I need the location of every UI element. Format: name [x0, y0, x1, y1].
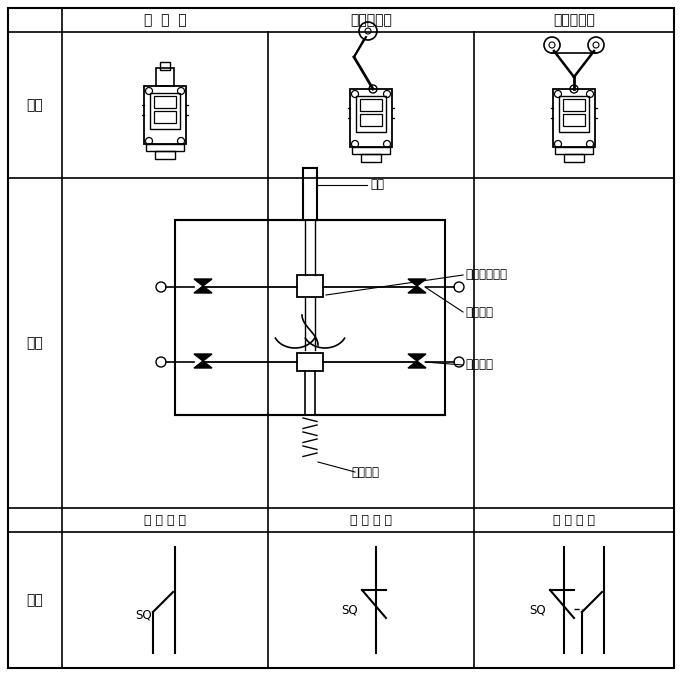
Bar: [563, 114, 585, 126]
Text: 单轮旋转式: 单轮旋转式: [350, 13, 392, 27]
Bar: [150, 93, 180, 129]
Bar: [559, 96, 589, 132]
Text: 结构: 结构: [27, 336, 44, 350]
Text: 符号: 符号: [27, 593, 44, 607]
Bar: [154, 96, 176, 108]
Text: SQ: SQ: [529, 604, 546, 616]
Bar: [144, 86, 186, 144]
Text: 弯形片状弹簧: 弯形片状弹簧: [465, 269, 507, 281]
Text: 常 闭 触 点: 常 闭 触 点: [350, 513, 392, 526]
Text: 常开触点: 常开触点: [465, 306, 493, 318]
Bar: [361, 154, 381, 162]
Bar: [154, 111, 176, 123]
Bar: [356, 96, 386, 132]
Bar: [146, 144, 184, 151]
Text: 复 合 触 点: 复 合 触 点: [553, 513, 595, 526]
Bar: [350, 89, 392, 147]
Bar: [160, 62, 170, 70]
Polygon shape: [408, 361, 426, 368]
Bar: [553, 89, 595, 147]
Text: 外形: 外形: [27, 98, 44, 112]
Polygon shape: [194, 354, 212, 361]
Text: 常闭触点: 常闭触点: [465, 359, 493, 371]
Polygon shape: [408, 286, 426, 293]
Bar: [175, 220, 445, 415]
Bar: [297, 275, 323, 297]
Text: 恢复弹簧: 恢复弹簧: [351, 466, 379, 479]
Bar: [297, 353, 323, 371]
Text: 双轮旋转式: 双轮旋转式: [553, 13, 595, 27]
Text: 直  动  式: 直 动 式: [144, 13, 186, 27]
Text: SQ: SQ: [341, 604, 357, 616]
Polygon shape: [194, 286, 212, 293]
Text: 推杆: 推杆: [370, 178, 384, 192]
Bar: [352, 147, 390, 154]
Bar: [156, 68, 174, 86]
Polygon shape: [408, 279, 426, 286]
Polygon shape: [194, 361, 212, 368]
Polygon shape: [408, 354, 426, 361]
Text: SQ: SQ: [135, 608, 151, 621]
Bar: [555, 147, 593, 154]
Polygon shape: [194, 279, 212, 286]
Bar: [360, 99, 382, 111]
Bar: [564, 154, 584, 162]
Bar: [360, 114, 382, 126]
Bar: [155, 151, 175, 159]
Text: 常 开 触 点: 常 开 触 点: [144, 513, 186, 526]
Bar: [563, 99, 585, 111]
